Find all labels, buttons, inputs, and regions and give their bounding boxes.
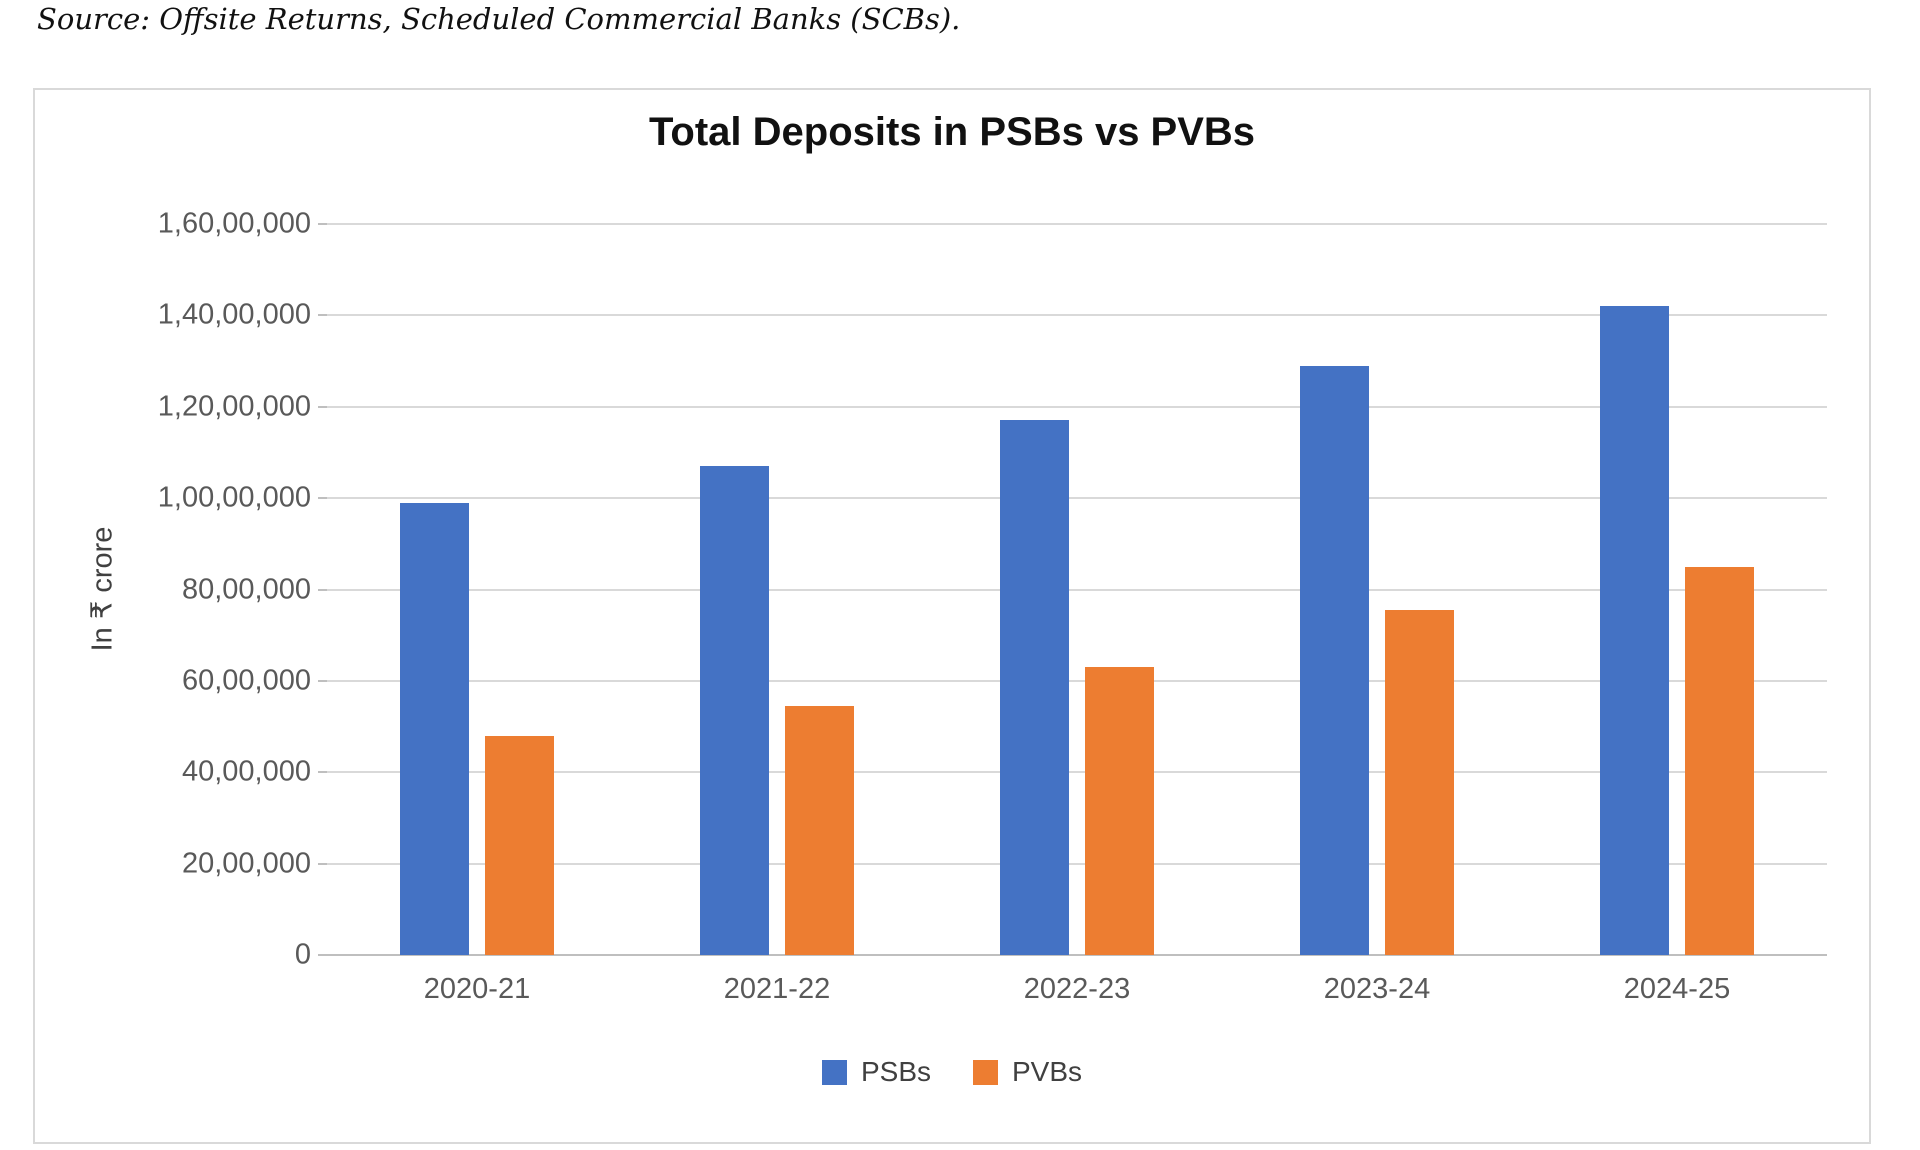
bar-psbs-2020-21 [400, 502, 469, 955]
x-axis-line [327, 954, 1827, 956]
chart-legend: PSBs PVBs [35, 1050, 1869, 1094]
y-tick-mark [318, 679, 327, 682]
y-tick-mark [318, 405, 327, 408]
x-tick-label-2021-22: 2021-22 [723, 973, 831, 1005]
gridline [327, 405, 1827, 408]
y-tick-mark [318, 771, 327, 774]
x-tick-label-2023-24: 2023-24 [1323, 973, 1431, 1005]
y-tick-label: 40,00,000 [181, 755, 311, 788]
y-tick-mark [318, 314, 327, 317]
y-tick-label: 0 [294, 938, 311, 971]
legend-swatch-pvbs [973, 1059, 998, 1085]
y-tick-label: 20,00,000 [181, 847, 311, 880]
bar-group-2021-22: 2021-22 [627, 224, 927, 1005]
gridline [327, 679, 1827, 682]
bar-group-2024-25: 2024-25 [1527, 224, 1827, 1005]
y-tick-label: 1,20,00,000 [157, 390, 311, 423]
legend-swatch-psbs [821, 1059, 847, 1085]
bar-pvbs-2023-24 [1385, 610, 1454, 955]
legend-label-psbs: PSBs [860, 1056, 931, 1087]
y-tick-label: 1,60,00,000 [157, 207, 311, 240]
source-note: Source: Offsite Returns, Scheduled Comme… [37, 2, 961, 36]
y-tick-mark [318, 954, 327, 956]
y-tick-mark [318, 223, 327, 225]
y-tick-label: 80,00,000 [181, 573, 311, 605]
y-tick-mark [318, 862, 327, 865]
y-tick-label: 1,00,00,000 [157, 481, 311, 514]
y-tick-mark [318, 588, 327, 591]
y-axis-title: In ₹ crore [86, 526, 119, 652]
legend-item-psbs: PSBs [821, 1056, 931, 1088]
gridline [327, 497, 1827, 500]
gridline [327, 771, 1827, 774]
gridline [327, 862, 1827, 865]
x-tick-label-2022-23: 2022-23 [1023, 973, 1131, 1005]
bar-psbs-2023-24 [1300, 365, 1369, 955]
x-tick-label-2020-21: 2020-21 [423, 973, 531, 1005]
bar-pvbs-2020-21 [485, 735, 554, 955]
gridline [327, 314, 1827, 317]
bar-psbs-2022-23 [1000, 420, 1069, 955]
bar-pvbs-2022-23 [1085, 667, 1154, 955]
bar-psbs-2021-22 [700, 466, 769, 955]
bar-group-2023-24: 2023-24 [1227, 224, 1527, 1005]
y-tick-label: 1,40,00,000 [157, 298, 311, 331]
legend-item-pvbs: PVBs [973, 1056, 1082, 1088]
chart-title: Total Deposits in PSBs vs PVBs [648, 110, 1256, 154]
plot-area: 0 20,00,000 40,00,000 60,00,000 80,00,000 1,0… [158, 208, 1827, 1005]
legend-label-pvbs: PVBs [1012, 1056, 1083, 1087]
gridline [327, 223, 1827, 225]
y-tick-mark [318, 497, 327, 500]
y-tick-label: 60,00,000 [181, 664, 311, 697]
chart-container: Total Deposits in PSBs vs PVBs In ₹ cror… [33, 88, 1871, 1144]
bar-pvbs-2024-25 [1685, 566, 1754, 955]
bar-group-2022-23: 2022-23 [927, 224, 1227, 1005]
gridline [327, 588, 1827, 591]
bar-psbs-2024-25 [1600, 306, 1669, 955]
x-tick-label-2024-25: 2024-25 [1623, 973, 1731, 1005]
bar-pvbs-2021-22 [785, 706, 854, 955]
bar-group-2020-21: 2020-21 [327, 224, 627, 1005]
